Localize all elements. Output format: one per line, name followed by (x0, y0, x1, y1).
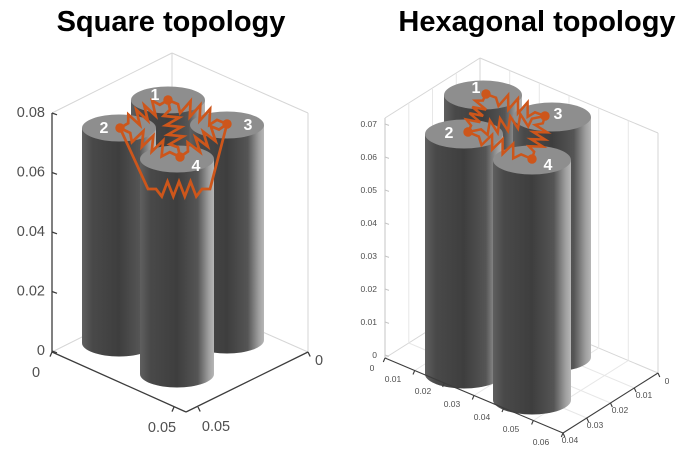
x-tick-label: 0.05 (148, 420, 176, 436)
resistor-edge-1-3 (166, 97, 229, 128)
y-tick-label: 0 (315, 353, 323, 369)
x-tick-label: 0.06 (533, 437, 550, 447)
z-tick-label: 0.08 (17, 105, 45, 121)
x-tick (382, 357, 386, 363)
cylinder-2-body (82, 128, 156, 357)
node-label-1: 1 (151, 87, 160, 104)
x-tick-label: 0.03 (444, 399, 461, 409)
node-label-4: 4 (544, 157, 553, 174)
node-dot-4 (527, 154, 537, 164)
y-tick (633, 387, 637, 393)
y-tick-label: 0.02 (612, 405, 629, 415)
x-tick (442, 382, 445, 388)
x-tick-label: 0.02 (415, 386, 432, 396)
y-tick-label: 0.05 (202, 419, 230, 435)
z-tick-label: 0.07 (360, 119, 377, 129)
z-tick (384, 354, 390, 357)
node-dot-3 (222, 119, 232, 129)
z-tick-label: 0.02 (17, 284, 45, 300)
z-tick-label: 0.06 (17, 165, 45, 181)
z-tick-label: 0.04 (17, 224, 45, 240)
node-dot-1 (163, 95, 173, 105)
y-tick (197, 406, 201, 412)
y-tick (657, 372, 661, 378)
node-label-2: 2 (100, 120, 109, 137)
square-topology-plot: 0 0.02 0.04 0.06 0.08 0 0.05 0.05 0 1 2 3 4 (17, 52, 323, 436)
cylinder-4-body (493, 160, 571, 415)
z-tick-label: 0.05 (360, 185, 377, 195)
resistor-edge-3-4 (178, 122, 229, 159)
z-tick-label: 0.03 (360, 251, 377, 261)
resistor-edge-2-4 (118, 126, 182, 159)
node-label-4: 4 (192, 158, 201, 175)
x-tick-label: 0 (370, 363, 375, 373)
x-tick-label: 0.04 (474, 412, 491, 422)
z-tick (51, 350, 58, 354)
node-dot-2 (115, 123, 125, 133)
x-tick (49, 351, 53, 357)
z-tick (51, 231, 58, 235)
node-dot-4 (175, 152, 185, 162)
hexagonal-topology-title: Hexagonal topology (398, 6, 675, 38)
z-tick (384, 222, 390, 225)
y-tick (586, 417, 590, 423)
resistor-edge-1-3 (484, 91, 547, 120)
x-axis (51, 351, 187, 413)
node-label-3: 3 (554, 106, 563, 123)
box-edge (51, 52, 173, 114)
resistor-edge-1-2 (118, 97, 170, 130)
z-tick (384, 123, 390, 126)
z-tick-label: 0.06 (360, 152, 377, 162)
y-axis (185, 351, 309, 413)
z-tick (384, 321, 390, 324)
z-tick (384, 156, 390, 159)
resistor-edge-1-2 (463, 92, 488, 134)
y-tick (609, 402, 613, 408)
node-label-2: 2 (445, 125, 454, 142)
resistor-edge-3-4 (525, 114, 552, 161)
y-tick (562, 432, 566, 438)
z-tick (51, 171, 58, 175)
x-tick (501, 407, 505, 413)
node-dot-3 (540, 111, 550, 121)
y-tick-label: 0.03 (587, 420, 604, 430)
resistor-edge-1-4 (160, 98, 188, 159)
z-tick (51, 112, 58, 116)
z-tick-label: 0.04 (360, 218, 377, 228)
x-tick-label: 0.05 (503, 424, 520, 434)
z-tick-label: 0 (37, 343, 45, 359)
node-dot-1 (481, 89, 491, 99)
z-tick-label: 0.02 (360, 284, 377, 294)
cylinder-3-body (425, 134, 503, 389)
x-tick (471, 395, 475, 400)
resistor-edge-2-3 (118, 122, 229, 201)
resistor-edge-2-3 (466, 110, 547, 138)
cylinder-4-body (140, 159, 214, 388)
y-tick (307, 351, 311, 357)
node-label-1: 1 (472, 80, 481, 97)
z-tick (51, 290, 58, 294)
y-tick-label: 0.01 (636, 390, 653, 400)
square-topology-title: Square topology (57, 6, 286, 38)
box-edge (171, 52, 309, 114)
x-tick (531, 420, 534, 425)
z-tick-label: 0 (372, 350, 377, 360)
hexagonal-topology-plot: 0 0.01 0.02 0.03 0.04 0.05 0.06 0.07 0 0.01 0.02 0.… (360, 57, 670, 447)
resistor-edge-2-4 (466, 130, 534, 161)
z-tick-label: 0.01 (360, 317, 377, 327)
x-tick (412, 370, 416, 375)
x-tick-label: 0 (32, 365, 40, 381)
x-tick-label: 0.01 (385, 374, 402, 384)
x-tick (171, 406, 175, 412)
y-tick-label: 0.04 (562, 435, 579, 445)
node-label-3: 3 (244, 117, 253, 134)
y-tick-label: 0 (665, 376, 670, 386)
z-tick (384, 255, 390, 258)
z-tick (384, 288, 390, 291)
z-tick (384, 189, 390, 192)
node-dot-2 (463, 127, 473, 137)
